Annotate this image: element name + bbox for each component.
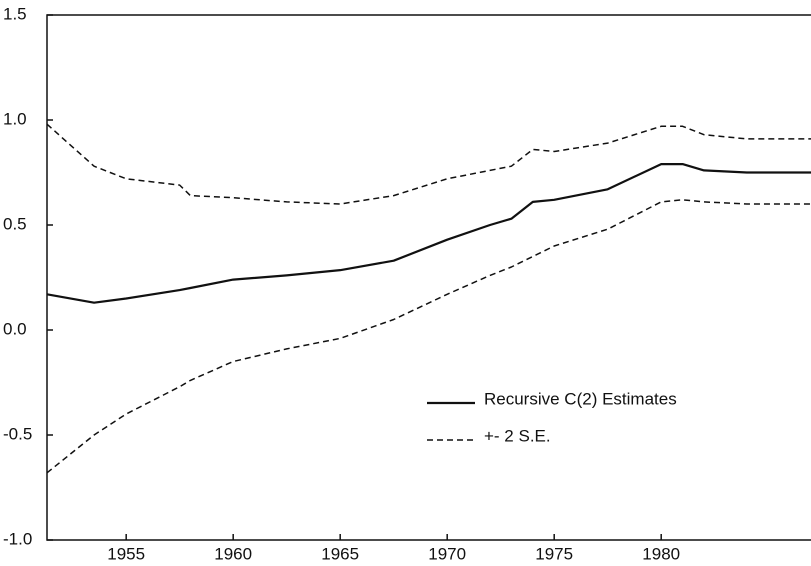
y-tick-label: -1.0 xyxy=(3,529,32,548)
x-tick-label: 1960 xyxy=(214,544,252,563)
series-line xyxy=(46,123,811,205)
x-tick-label: 1975 xyxy=(535,544,573,563)
legend-label: Recursive C(2) Estimates xyxy=(484,389,677,408)
y-tick-label: -0.5 xyxy=(3,424,32,443)
y-tick-label: 1.0 xyxy=(3,109,27,128)
series-line xyxy=(46,199,811,474)
series-line xyxy=(46,163,811,304)
plot-frame xyxy=(46,14,811,541)
x-tick-label: 1965 xyxy=(321,544,359,563)
x-tick-label: 1980 xyxy=(642,544,680,563)
legend-label: +- 2 S.E. xyxy=(484,426,551,445)
x-tick-label: 1970 xyxy=(428,544,466,563)
x-tick-label: 1955 xyxy=(107,544,145,563)
y-tick-label: 0.5 xyxy=(3,214,27,233)
y-tick-label: 1.5 xyxy=(3,4,27,23)
y-tick-label: 0.0 xyxy=(3,319,27,338)
